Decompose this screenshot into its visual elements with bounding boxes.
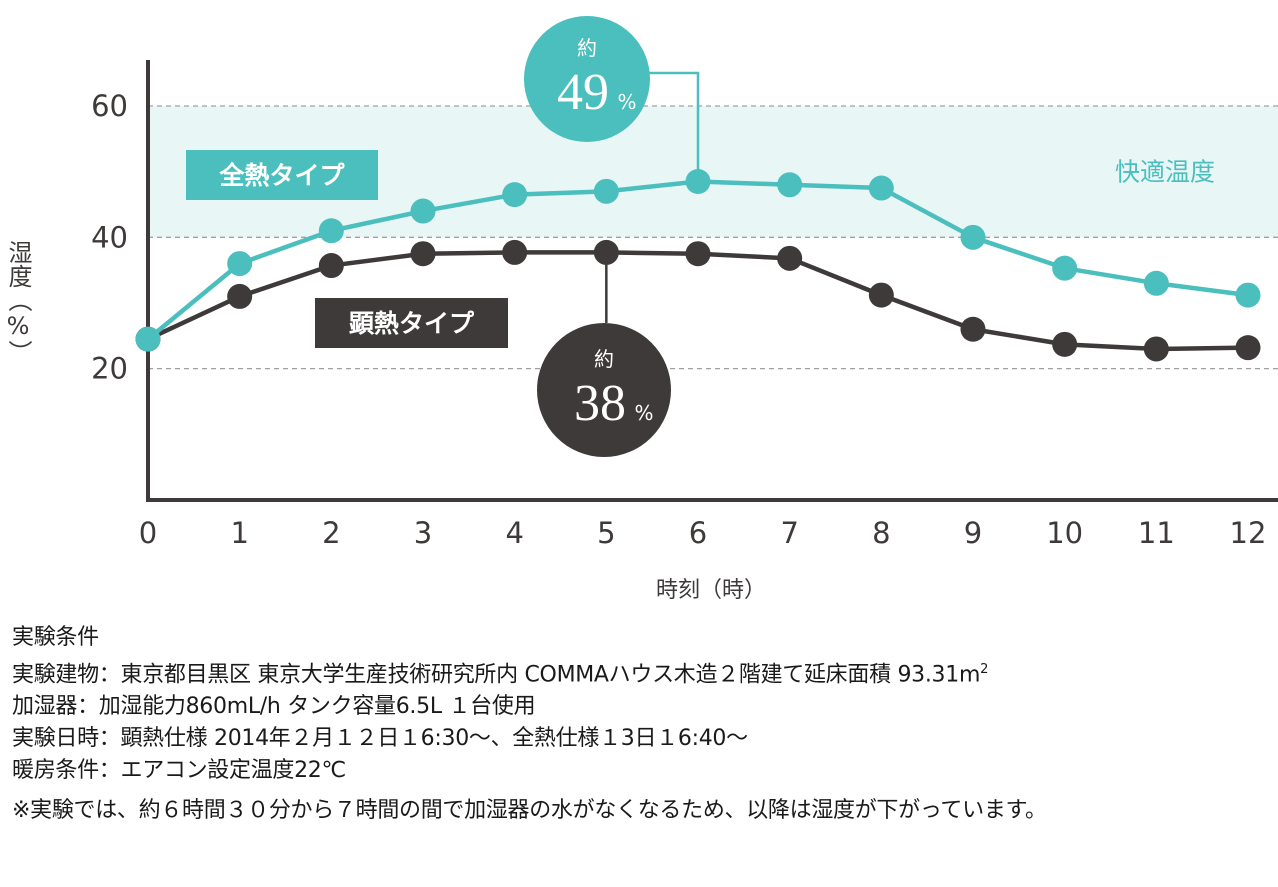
building-text: 実験建物：東京都目黒区 東京大学生産技術研究所内 COMMAハウス木造２階建て延… bbox=[12, 662, 981, 688]
data-point bbox=[502, 239, 528, 265]
data-point bbox=[868, 175, 894, 201]
humidifier-condition: 加湿器：加湿能力860mL/h タンク容量6.5L １台使用 bbox=[12, 694, 536, 720]
data-point bbox=[410, 241, 436, 267]
experiment-footnote: ※実験では、約６時間３０分から７時間の間で加湿器の水がなくなるため、以降は湿度が… bbox=[12, 798, 1047, 824]
data-point bbox=[868, 282, 894, 308]
x-tick-label: 10 bbox=[1046, 516, 1083, 550]
callout-unit: % bbox=[617, 90, 636, 114]
data-point bbox=[1143, 270, 1169, 296]
data-point bbox=[1235, 282, 1261, 308]
data-point bbox=[1052, 255, 1078, 281]
comfort-band-label: 快適温度 bbox=[1115, 158, 1215, 187]
building-condition: 実験建物：東京都目黒区 東京大学生産技術研究所内 COMMAハウス木造２階建て延… bbox=[12, 654, 1274, 691]
callout-bubble bbox=[524, 16, 650, 142]
data-point bbox=[777, 245, 803, 271]
callout-value: 49 bbox=[557, 64, 609, 121]
data-point bbox=[318, 253, 344, 279]
x-tick-label: 4 bbox=[505, 516, 523, 550]
series-label: 全熱タイプ bbox=[218, 161, 345, 190]
x-tick-label: 3 bbox=[414, 516, 432, 550]
series-label: 顕熱タイプ bbox=[349, 309, 475, 338]
data-point bbox=[593, 178, 619, 204]
y-tick-label: 60 bbox=[91, 89, 128, 123]
callout-bubble bbox=[537, 323, 671, 457]
x-tick-label: 7 bbox=[780, 516, 798, 550]
x-tick-label: 5 bbox=[597, 516, 615, 550]
data-point bbox=[227, 283, 253, 309]
datetime-condition: 実験日時：顕熱仕様 2014年２月１２日１6:30～、全熱仕様１3日１6:40～ bbox=[12, 726, 748, 752]
callout-leader bbox=[646, 71, 700, 182]
data-point bbox=[1143, 336, 1169, 362]
x-tick-label: 0 bbox=[139, 516, 157, 550]
x-tick-label: 2 bbox=[322, 516, 340, 550]
x-tick-label: 9 bbox=[964, 516, 982, 550]
heating-condition: 暖房条件：エアコン設定温度22℃ bbox=[12, 758, 346, 784]
callout-prefix: 約 bbox=[577, 36, 597, 60]
data-point bbox=[1235, 335, 1261, 361]
data-point bbox=[960, 224, 986, 250]
callout-value: 38 bbox=[574, 375, 626, 432]
series-line-1 bbox=[147, 250, 1249, 352]
experiment-conditions: 実験条件 実験建物：東京都目黒区 東京大学生産技術研究所内 COMMAハウス木造… bbox=[12, 622, 1274, 827]
y-tick-label: 20 bbox=[91, 352, 128, 386]
data-point bbox=[777, 172, 803, 198]
x-tick-label: 8 bbox=[872, 516, 890, 550]
x-tick-label: 12 bbox=[1230, 516, 1267, 550]
data-point bbox=[318, 218, 344, 244]
data-point bbox=[410, 198, 436, 224]
data-point bbox=[135, 326, 161, 352]
area-unit-superscript: 2 bbox=[980, 662, 989, 677]
conditions-heading: 実験条件 bbox=[12, 625, 99, 650]
x-axis-title: 時刻（時） bbox=[656, 578, 766, 603]
data-point bbox=[502, 182, 528, 208]
x-tick-label: 11 bbox=[1138, 516, 1175, 550]
data-point bbox=[685, 241, 711, 267]
y-axis-title: 湿度（%） bbox=[4, 240, 32, 364]
callout-unit: % bbox=[634, 401, 653, 425]
y-tick-label: 40 bbox=[91, 220, 128, 254]
x-tick-label: 1 bbox=[230, 516, 248, 550]
data-point bbox=[960, 316, 986, 342]
series-label-box bbox=[315, 298, 508, 348]
series-label-box bbox=[186, 150, 378, 200]
data-point bbox=[1052, 331, 1078, 357]
callout-prefix: 約 bbox=[594, 347, 614, 371]
data-point bbox=[227, 251, 253, 277]
x-tick-label: 6 bbox=[689, 516, 707, 550]
